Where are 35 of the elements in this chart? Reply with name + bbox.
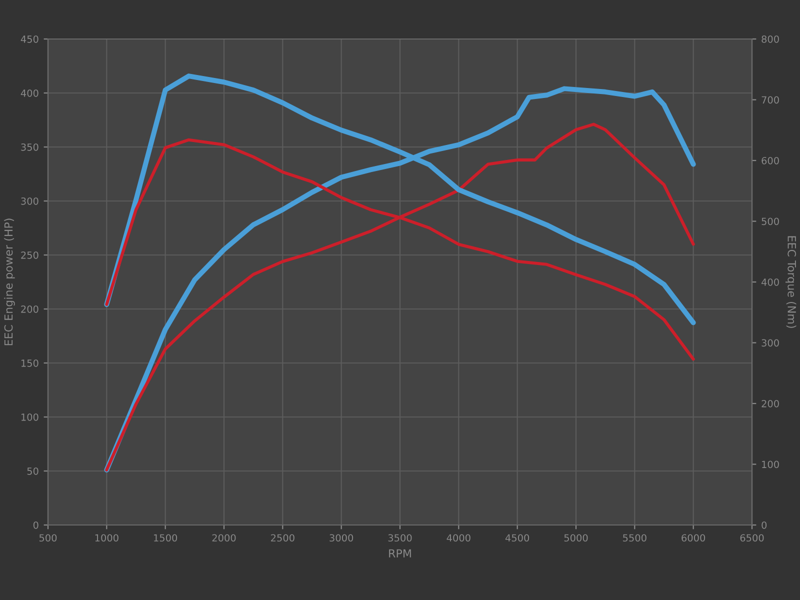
y2-tick-label: 700	[762, 96, 779, 104]
x-tick-label: 500	[39, 534, 57, 542]
y2-tick-label: 500	[762, 218, 779, 226]
x-tick-label: 4000	[446, 534, 470, 542]
y-tick-label: 250	[21, 251, 38, 259]
y-tick-label: 0	[33, 521, 38, 529]
x-tick-label: 5000	[564, 534, 588, 542]
x-tick-label: 1000	[95, 534, 118, 542]
y-tick-label: 350	[21, 143, 38, 151]
y-axis-title: EEC Engine power (HP)	[4, 218, 15, 346]
y-tick-label: 300	[21, 197, 38, 205]
y-tick-label: 50	[27, 467, 38, 475]
x-tick-label: 3000	[330, 534, 354, 542]
y-tick-label: 150	[21, 359, 38, 367]
x-tick-label: 4500	[505, 534, 530, 542]
x-axis-title: RPM	[389, 549, 411, 558]
y2-tick-label: 800	[762, 35, 779, 43]
y2-tick-label: 0	[762, 521, 767, 529]
y-tick-label: 200	[21, 305, 38, 313]
y2-tick-label: 600	[762, 156, 779, 164]
x-tick-label: 6500	[740, 534, 764, 542]
x-tick-label: 3500	[388, 534, 412, 542]
y2-tick-label: 100	[762, 460, 779, 468]
y-tick-label: 450	[20, 35, 38, 43]
x-tick-label: 5500	[623, 534, 646, 542]
y2-axis-title: EEC Torque (Nm)	[786, 236, 796, 328]
y-tick-label: 100	[21, 413, 38, 421]
x-tick-label: 2500	[271, 534, 294, 542]
y2-tick-label: 200	[762, 400, 779, 408]
x-tick-label: 1500	[154, 534, 178, 542]
y2-tick-label: 400	[762, 278, 779, 286]
x-tick-label: 2000	[212, 534, 236, 542]
y2-tick-label: 300	[762, 339, 779, 347]
y-tick-label: 400	[20, 89, 38, 97]
x-tick-label: 6000	[682, 534, 706, 542]
